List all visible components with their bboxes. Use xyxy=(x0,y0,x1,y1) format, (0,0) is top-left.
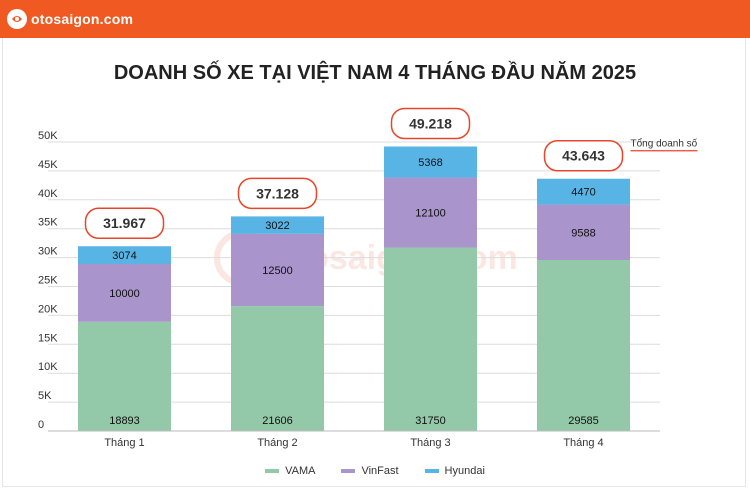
y-tick-label: 10K xyxy=(38,361,58,373)
data-label: 5368 xyxy=(418,157,442,169)
brand-logo[interactable]: otosaigon.com xyxy=(7,9,133,29)
data-label: 9588 xyxy=(571,227,595,239)
y-tick-label: 35K xyxy=(38,217,58,229)
legend-label: VinFast xyxy=(361,465,399,477)
data-label: 29585 xyxy=(568,415,599,427)
bar-vinfast-2 xyxy=(231,233,324,307)
bar-hyundai-3 xyxy=(384,146,477,178)
total-note: Tổng doanh số xyxy=(631,138,698,150)
total-label: 49.218 xyxy=(409,116,452,132)
bar-hyundai-4 xyxy=(537,178,630,205)
bar-vama-4 xyxy=(537,259,630,431)
y-tick-label: 30K xyxy=(38,246,58,258)
data-label: 4470 xyxy=(571,187,595,199)
legend-label: Hyundai xyxy=(444,465,485,477)
legend-swatch xyxy=(265,469,280,473)
data-label: 3074 xyxy=(112,250,136,262)
total-callout xyxy=(84,207,165,239)
x-tick-label: Tháng 1 xyxy=(104,437,144,449)
chart-frame xyxy=(2,38,746,487)
data-label: 3022 xyxy=(265,220,289,232)
bar-vama-3 xyxy=(384,247,477,431)
chart-legend: VAMA VinFast Hyundai xyxy=(0,465,750,477)
logo-icon xyxy=(7,9,27,29)
y-tick-label: 40K xyxy=(38,188,58,200)
legend-item-hyundai[interactable]: Hyundai xyxy=(424,465,485,477)
legend-swatch xyxy=(341,469,356,473)
legend-item-vama[interactable]: VAMA xyxy=(265,465,315,477)
total-callout xyxy=(237,177,318,210)
data-label: 12500 xyxy=(262,265,293,277)
total-label: 43.643 xyxy=(562,148,605,164)
data-label: 21606 xyxy=(262,415,293,427)
total-callout xyxy=(543,139,624,172)
total-label: 31.967 xyxy=(103,215,146,231)
header-bar: otosaigon.com xyxy=(0,0,750,38)
y-tick-label: 25K xyxy=(38,275,58,287)
x-tick-label: Tháng 4 xyxy=(563,437,603,449)
bar-vinfast-1 xyxy=(78,263,171,322)
bar-hyundai-1 xyxy=(78,246,171,264)
y-tick-label: 5K xyxy=(38,390,52,402)
legend-label: VAMA xyxy=(285,465,316,477)
legend-item-vinfast[interactable]: VinFast xyxy=(341,465,399,477)
chart-title: DOANH SỐ XE TẠI VIỆT NAM 4 THÁNG ĐẦU NĂM… xyxy=(113,62,637,84)
x-tick-label: Tháng 2 xyxy=(257,437,297,449)
bar-vinfast-4 xyxy=(537,204,630,260)
y-tick-label: 20K xyxy=(38,303,58,315)
data-label: 31750 xyxy=(415,415,446,427)
bar-vama-2 xyxy=(231,306,324,431)
legend-swatch xyxy=(424,469,439,473)
bar-vama-1 xyxy=(78,321,171,431)
bar-vinfast-3 xyxy=(384,177,477,248)
y-tick-label: 15K xyxy=(38,332,58,344)
data-label: 18893 xyxy=(109,415,140,427)
y-tick-label: 45K xyxy=(38,159,58,171)
data-label: 12100 xyxy=(415,208,446,220)
total-label: 37.128 xyxy=(256,185,299,201)
y-tick-label: 50K xyxy=(38,130,58,142)
data-label: 10000 xyxy=(109,288,140,300)
bar-hyundai-2 xyxy=(231,216,324,234)
logo-text: otosaigon.com xyxy=(31,11,134,27)
y-tick-label: 0 xyxy=(38,419,44,431)
x-tick-label: Tháng 3 xyxy=(410,437,450,449)
total-callout xyxy=(390,107,471,140)
